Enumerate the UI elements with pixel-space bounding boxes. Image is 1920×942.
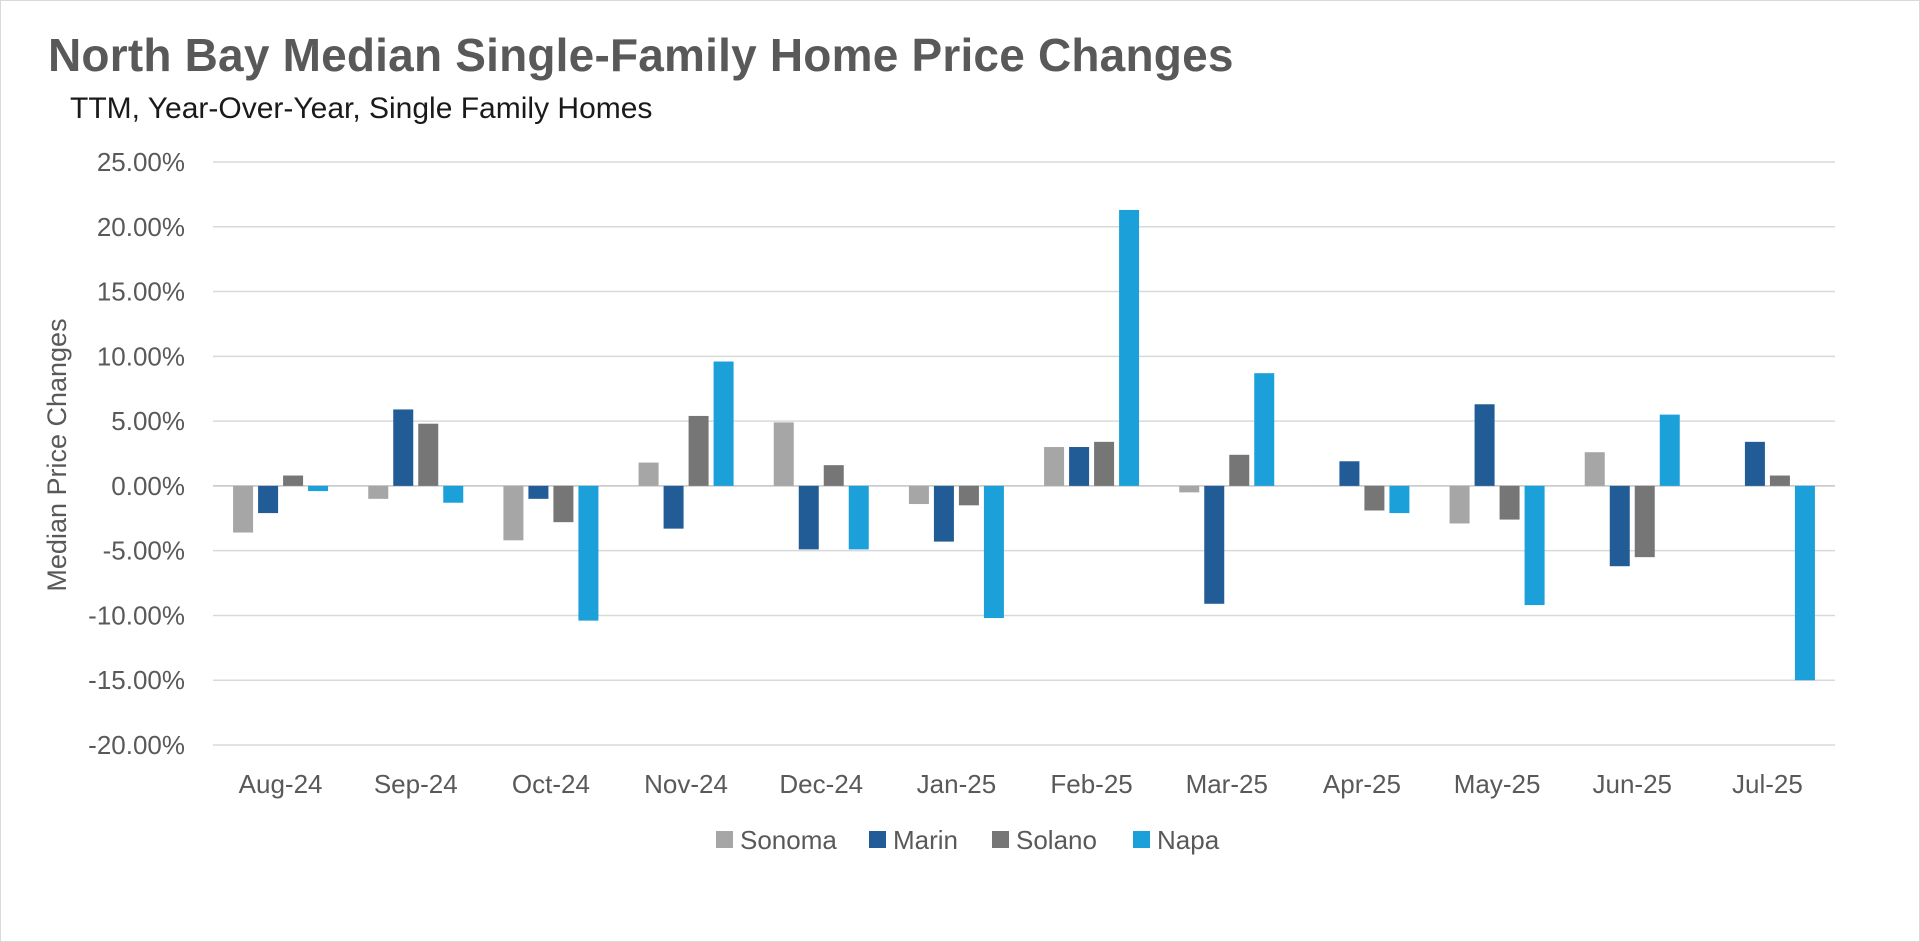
bar-napa-apr-25 — [1389, 485, 1410, 514]
x-tick-label: Mar-25 — [1186, 769, 1268, 799]
bar-marin-feb-25 — [1069, 447, 1090, 486]
bar-solano-dec-24 — [823, 465, 844, 486]
bar-solano-sep-24 — [418, 423, 439, 486]
y-tick-label: 20.00% — [97, 212, 185, 242]
legend: Sonoma Marin Solano Napa — [716, 825, 1220, 855]
legend-label-sonoma: Sonoma — [740, 825, 837, 855]
bar-solano-apr-25 — [1364, 485, 1385, 511]
bar-sonoma-mar-25 — [1179, 485, 1200, 493]
x-tick-label: Oct-24 — [512, 769, 590, 799]
x-tick-label: Jul-25 — [1732, 769, 1803, 799]
bar-solano-feb-25 — [1094, 441, 1115, 486]
legend-swatch-solano — [992, 831, 1009, 848]
legend-item-napa: Napa — [1133, 825, 1220, 855]
legend-item-sonoma: Sonoma — [716, 825, 837, 855]
bar-marin-oct-24 — [528, 485, 549, 499]
bar-sonoma-dec-24 — [773, 422, 794, 486]
legend-item-solano: Solano — [992, 825, 1097, 855]
bar-marin-nov-24 — [663, 485, 684, 529]
bar-marin-apr-25 — [1339, 461, 1360, 486]
legend-item-marin: Marin — [869, 825, 958, 855]
y-tick-label: 15.00% — [97, 277, 185, 307]
x-tick-label: Dec-24 — [779, 769, 863, 799]
x-tick-label: Aug-24 — [239, 769, 323, 799]
bar-sonoma-aug-24 — [233, 485, 254, 533]
bar-marin-sep-24 — [393, 409, 414, 486]
y-axis-ticks: 25.00% 20.00% 15.00% 10.00% 5.00% 0.00% -5.00%… — [88, 147, 185, 760]
bar-napa-oct-24 — [578, 485, 599, 621]
y-tick-label: 25.00% — [97, 147, 185, 177]
bar-solano-oct-24 — [553, 485, 574, 523]
bar-sonoma-feb-25 — [1044, 447, 1065, 486]
y-tick-label: 10.00% — [97, 341, 185, 371]
bar-napa-sep-24 — [443, 485, 464, 503]
x-tick-label: Jun-25 — [1593, 769, 1673, 799]
bar-marin-jan-25 — [933, 485, 954, 542]
bar-solano-jul-25 — [1769, 475, 1790, 486]
bar-sonoma-nov-24 — [638, 462, 659, 486]
y-tick-label: -10.00% — [88, 600, 185, 630]
y-tick-label: 0.00% — [111, 471, 185, 501]
x-tick-label: Jan-25 — [917, 769, 997, 799]
bar-solano-aug-24 — [283, 475, 304, 486]
bar-marin-dec-24 — [798, 485, 819, 550]
bar-sonoma-sep-24 — [368, 485, 389, 499]
y-tick-label: -15.00% — [88, 665, 185, 695]
chart-title: North Bay Median Single-Family Home Pric… — [48, 29, 1234, 81]
bar-napa-nov-24 — [713, 361, 734, 486]
bar-napa-feb-25 — [1119, 209, 1140, 486]
legend-swatch-marin — [869, 831, 886, 848]
bar-napa-jul-25 — [1794, 485, 1815, 681]
bars — [233, 209, 1815, 681]
bar-napa-dec-24 — [848, 485, 869, 550]
bar-marin-may-25 — [1474, 404, 1495, 486]
legend-label-napa: Napa — [1157, 825, 1220, 855]
bar-solano-nov-24 — [688, 415, 709, 486]
x-tick-label: May-25 — [1454, 769, 1541, 799]
bar-napa-jan-25 — [983, 485, 1004, 619]
bar-marin-jul-25 — [1744, 441, 1765, 486]
legend-label-solano: Solano — [1016, 825, 1097, 855]
x-tick-label: Feb-25 — [1050, 769, 1132, 799]
y-tick-label: 5.00% — [111, 406, 185, 436]
bar-sonoma-jun-25 — [1584, 452, 1605, 486]
legend-label-marin: Marin — [893, 825, 958, 855]
x-tick-label: Nov-24 — [644, 769, 728, 799]
legend-swatch-napa — [1133, 831, 1150, 848]
x-axis-ticks: Aug-24 Sep-24 Oct-24 Nov-24 Dec-24 Jan-25 Feb-… — [239, 769, 1803, 799]
bar-napa-jun-25 — [1659, 414, 1680, 486]
bar-solano-may-25 — [1499, 485, 1520, 520]
bar-marin-aug-24 — [258, 485, 279, 514]
bar-marin-mar-25 — [1204, 485, 1225, 604]
bar-napa-may-25 — [1524, 485, 1545, 606]
y-axis-label: Median Price Changes — [42, 318, 72, 591]
bar-solano-jan-25 — [958, 485, 979, 506]
x-tick-label: Sep-24 — [374, 769, 458, 799]
bar-solano-jun-25 — [1634, 485, 1655, 558]
bar-sonoma-jan-25 — [908, 485, 929, 505]
bar-sonoma-may-25 — [1449, 485, 1470, 524]
y-tick-label: -5.00% — [103, 536, 185, 566]
bar-sonoma-oct-24 — [503, 485, 524, 541]
bar-marin-jun-25 — [1609, 485, 1630, 567]
chart-subtitle: TTM, Year-Over-Year, Single Family Homes — [70, 92, 653, 125]
bar-solano-mar-25 — [1229, 454, 1250, 486]
gridlines — [213, 161, 1835, 746]
bar-napa-aug-24 — [308, 485, 329, 492]
legend-swatch-sonoma — [716, 831, 733, 848]
bar-napa-mar-25 — [1254, 373, 1275, 486]
x-tick-label: Apr-25 — [1323, 769, 1401, 799]
y-tick-label: -20.00% — [88, 730, 185, 760]
